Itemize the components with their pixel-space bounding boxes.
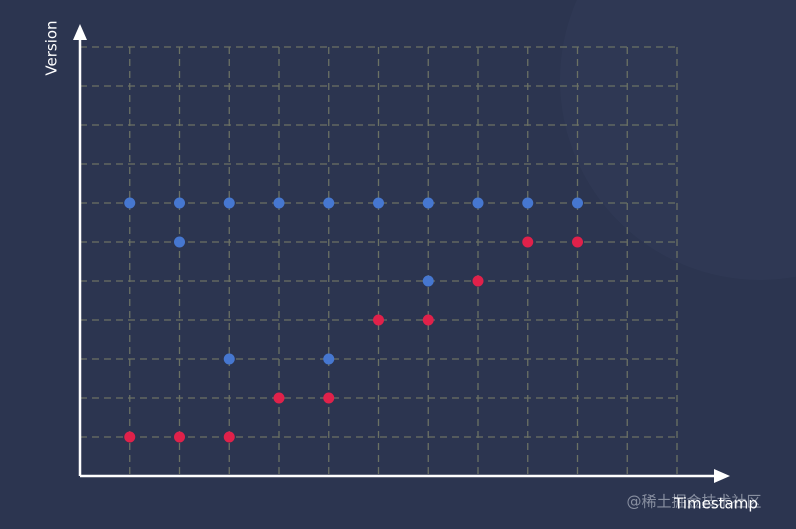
- point: [124, 431, 136, 443]
- point: [273, 392, 285, 404]
- point: [472, 197, 484, 209]
- point: [522, 197, 534, 209]
- point: [422, 197, 434, 209]
- x-axis-label: Timestamp: [673, 495, 758, 513]
- point: [472, 275, 484, 287]
- point: [273, 197, 285, 209]
- point: [174, 236, 185, 248]
- point: [323, 392, 335, 404]
- point: [174, 197, 185, 209]
- point: [373, 314, 384, 326]
- point: [223, 353, 235, 365]
- point: [223, 431, 235, 443]
- point: [323, 353, 335, 365]
- point: [422, 314, 434, 326]
- point: [572, 236, 583, 248]
- y-axis-label: Version: [43, 20, 61, 75]
- y-axis-arrow: [73, 24, 87, 40]
- watermark: @稀土掘金技术社区: [626, 493, 761, 511]
- point: [572, 197, 583, 209]
- point: [124, 197, 136, 209]
- point: [323, 197, 335, 209]
- point: [223, 197, 235, 209]
- point: [522, 236, 534, 248]
- point: [422, 275, 434, 287]
- decoration: [560, 0, 796, 280]
- x-axis-arrow: [714, 469, 730, 483]
- point: [174, 431, 185, 443]
- point: [373, 197, 384, 209]
